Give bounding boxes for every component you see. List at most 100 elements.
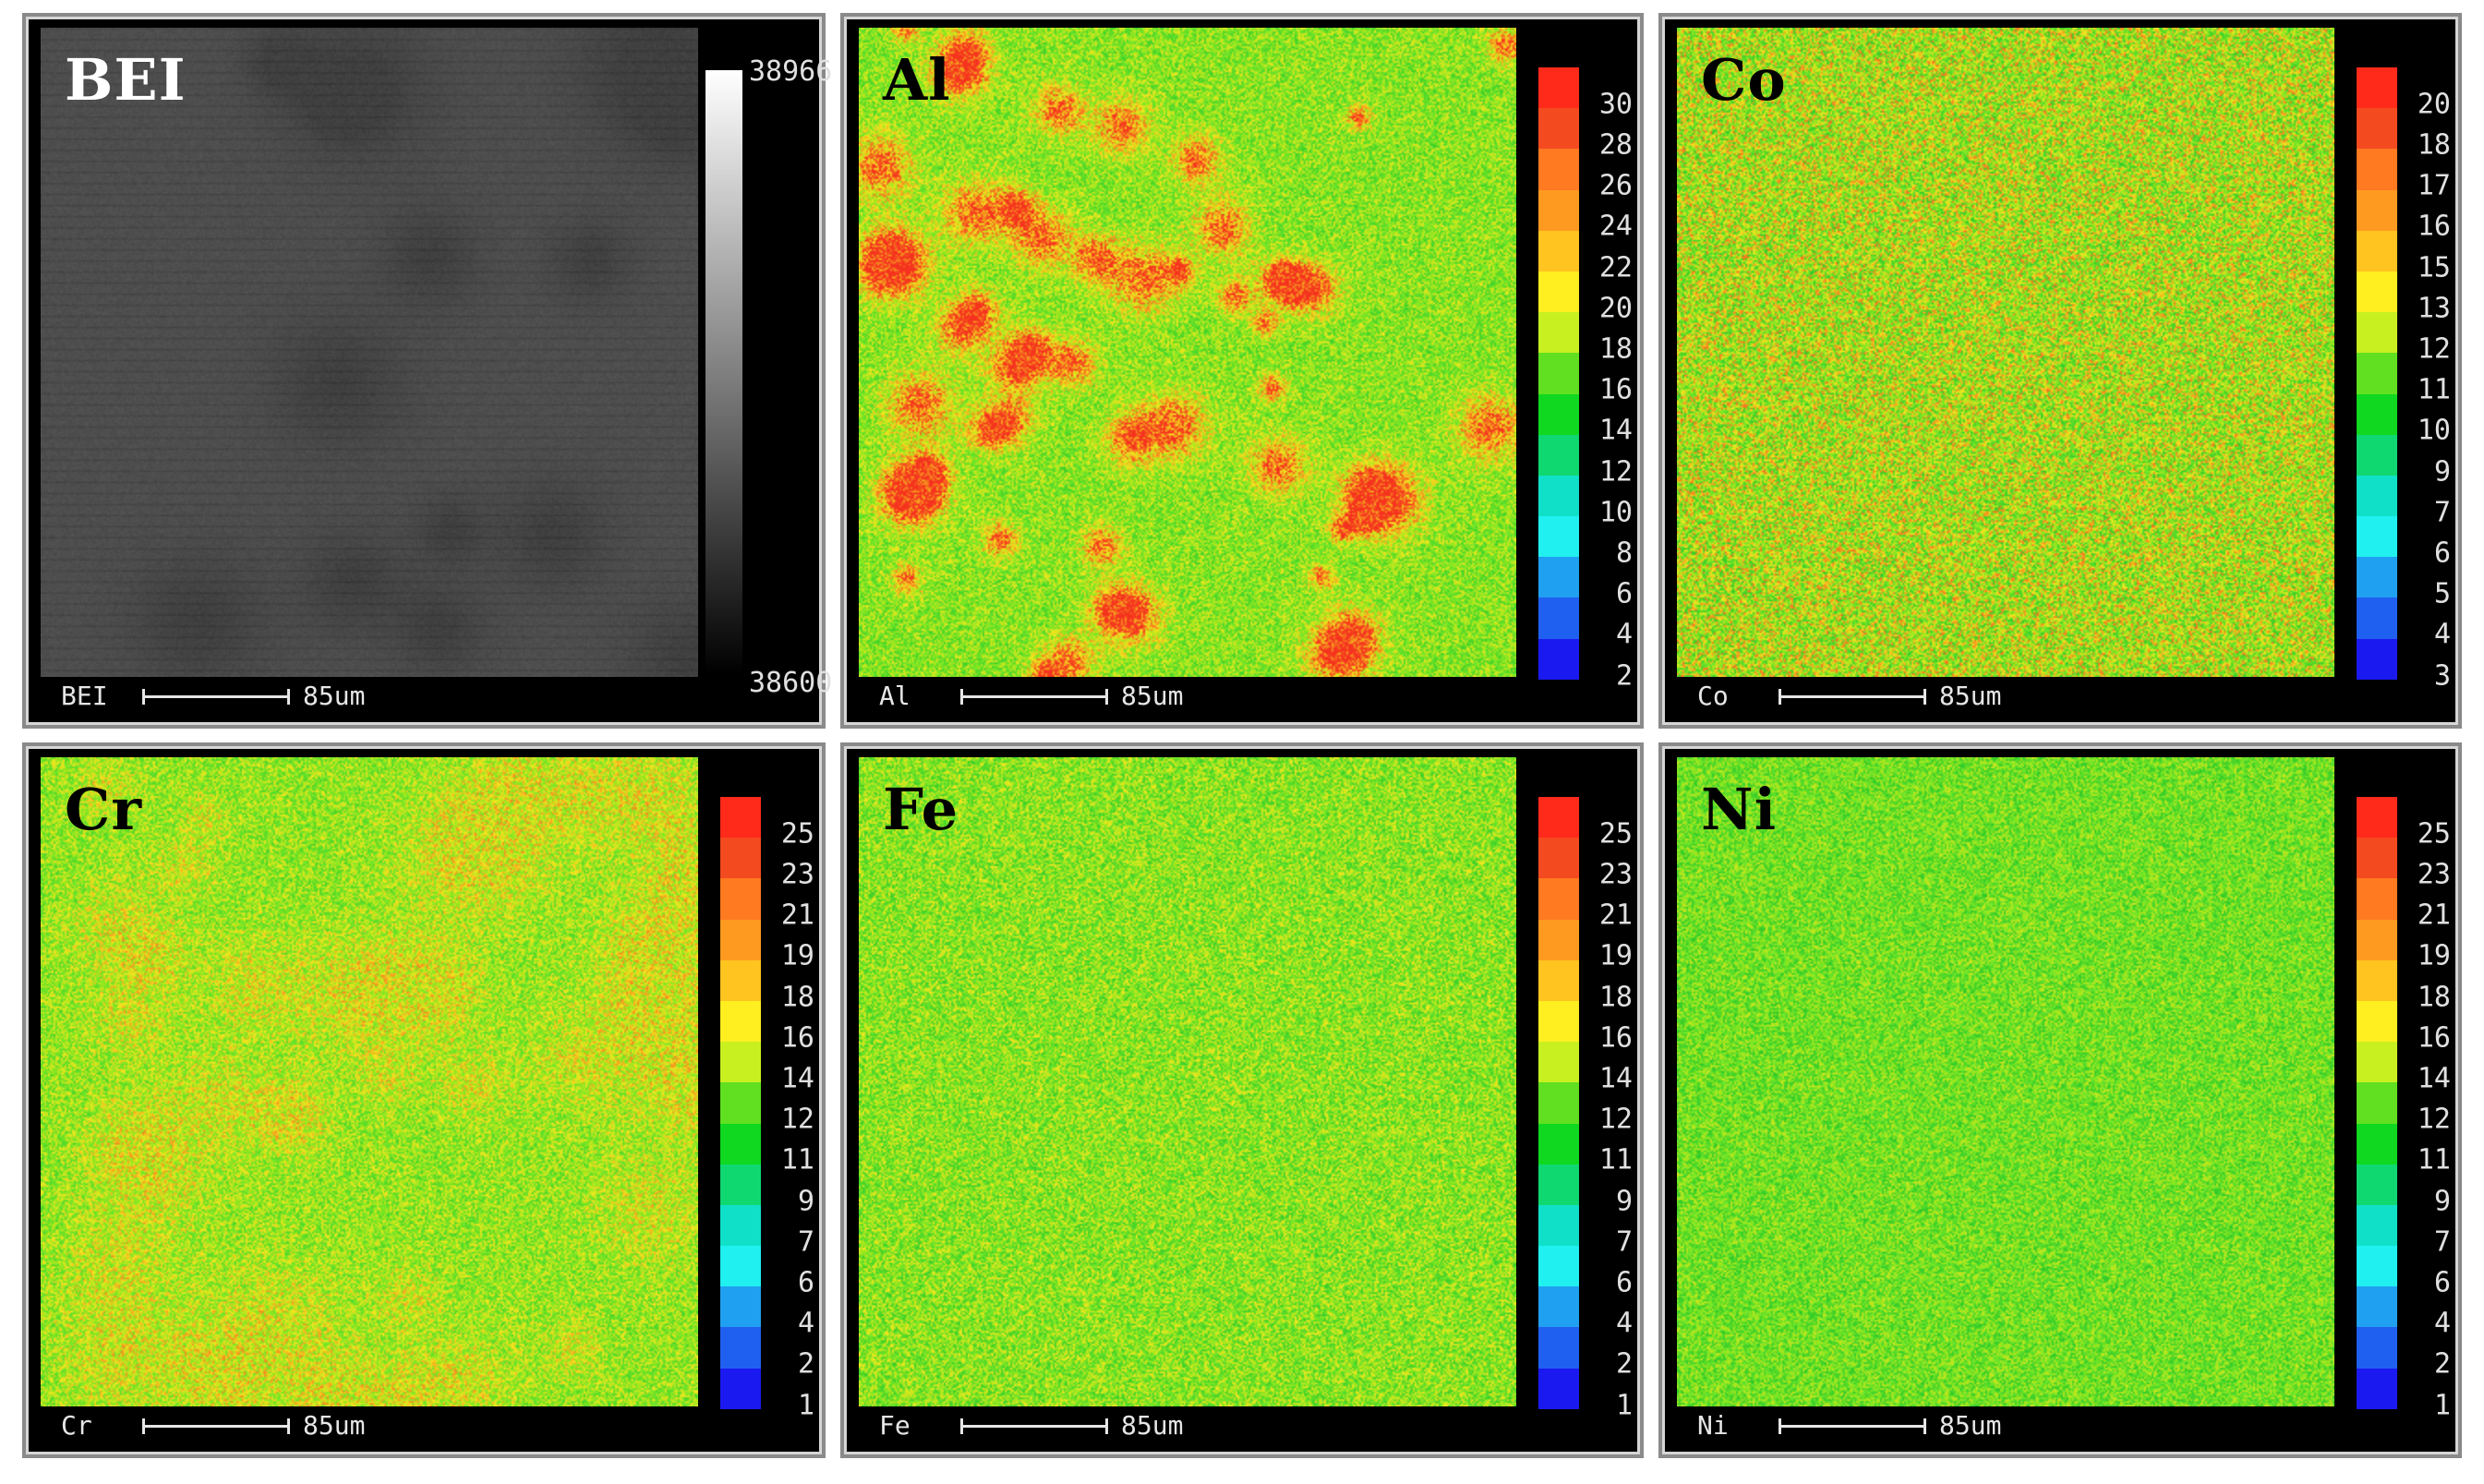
colorbar-segment — [2357, 516, 2397, 558]
panel-footer: Fe 85um — [859, 1406, 1516, 1445]
colorbar-segment — [2357, 597, 2397, 639]
colorbar-tick-label: 7 — [2433, 496, 2451, 529]
colorbar-ticks: 25 23 21 19 18 16 14 12 11 9 7 6 4 2 1 — [765, 797, 822, 1421]
colorbar-segment — [720, 797, 761, 839]
colorbar-tick-label: 21 — [1598, 899, 1633, 932]
colorbar-segment — [720, 1042, 761, 1083]
colorbar-segment — [1538, 597, 1579, 639]
colorbar-segment — [2357, 271, 2397, 313]
colorbar-tick-label: 15 — [2417, 251, 2451, 284]
colorbar-segment — [2357, 393, 2397, 435]
colorbar-segment — [2357, 1368, 2397, 1409]
colorbar-tick-label: 19 — [1598, 939, 1633, 972]
colorbar-tick-label: 4 — [2433, 618, 2451, 651]
colorbar-segment — [2357, 1204, 2397, 1247]
colorbar-segment — [1538, 1368, 1579, 1409]
colorbar-tick-label: 4 — [1615, 1307, 1633, 1340]
colorbar-tick-label: 11 — [1598, 1143, 1633, 1176]
colorbar-segment — [1538, 393, 1579, 435]
colorbar-segment — [1538, 1327, 1579, 1369]
colorbar-segment — [2357, 638, 2397, 680]
colorbar-tick-label: 14 — [1598, 414, 1633, 447]
colorbar-tick-label: 6 — [2433, 537, 2451, 570]
colorbar-tick-label: 18 — [2417, 981, 2451, 1014]
panel-label: Fe — [883, 776, 959, 843]
colorbar-tick-label: 16 — [1598, 1021, 1633, 1055]
colorbar-segment — [2357, 230, 2397, 271]
colorbar-tick-label: 25 — [780, 817, 814, 851]
colorbar-tick-label: 24 — [1598, 210, 1633, 243]
panel-label: Co — [1701, 46, 1787, 114]
colorbar-segment — [2357, 838, 2397, 879]
colorbar-tick-label: 9 — [2433, 455, 2451, 489]
colorbar-tick-label: 14 — [1598, 1062, 1633, 1095]
panel-footer: Ni 85um — [1677, 1406, 2334, 1445]
colorbar-segment — [1538, 189, 1579, 231]
colorbar-segment — [720, 1082, 761, 1124]
colorbar-segment — [2357, 1123, 2397, 1164]
colorbar-tick-label: 18 — [780, 981, 814, 1014]
colorbar-tick-label: 17 — [2417, 169, 2451, 202]
colorbar-segment — [2357, 919, 2397, 960]
co-panel: Co 20 18 17 16 15 13 12 11 10 9 7 6 5 4 3 Co 85um — [1658, 13, 2462, 729]
colorbar-tick-label: 23 — [2417, 858, 2451, 891]
colorbar-segment — [2357, 149, 2397, 190]
scale-text: 85um — [303, 681, 366, 711]
colorbar-segment — [720, 1123, 761, 1164]
colorbar-segment — [2357, 1164, 2397, 1205]
colorbar-tick-label: 26 — [1598, 169, 1633, 202]
colorbar-segment — [1538, 516, 1579, 558]
colorbar-tick-label: 25 — [1598, 817, 1633, 851]
footer-name: Ni — [1697, 1410, 1729, 1441]
colorbar-segment — [720, 919, 761, 960]
colorbar-tick-label: 12 — [1598, 1103, 1633, 1136]
scale-bar — [1779, 1418, 1926, 1434]
colorbar-tick-label: 16 — [780, 1021, 814, 1055]
colorbar-tick-label: 21 — [2417, 899, 2451, 932]
colorbar-segment — [720, 1246, 761, 1287]
ni-panel: Ni 25 23 21 19 18 16 14 12 11 9 7 6 4 2 1 Ni 85um — [1658, 742, 2462, 1458]
colorbar-segment — [720, 1164, 761, 1205]
panel-footer: BEI 85um — [41, 677, 698, 716]
fe-panel: Fe 25 23 21 19 18 16 14 12 11 9 7 6 4 2 1 Fe 85um — [840, 742, 1644, 1458]
colorbar-segment — [720, 838, 761, 879]
colorbar-segment — [720, 959, 761, 1001]
colorbar-segment — [1538, 1082, 1579, 1124]
colorbar-tick-label: 16 — [2417, 210, 2451, 243]
colorbar-tick-label: 19 — [780, 939, 814, 972]
colorbar — [1538, 797, 1579, 1409]
colorbar-tick-label: 4 — [2433, 1307, 2451, 1340]
colorbar-segment — [720, 1286, 761, 1328]
footer-name: BEI — [61, 681, 108, 711]
colorbar-tick-label: 9 — [2433, 1185, 2451, 1218]
colorbar-ticks: 30 28 26 24 22 20 18 16 14 12 10 8 6 4 2 — [1583, 67, 1640, 692]
colorbar-tick-label: 3 — [2433, 659, 2451, 693]
colorbar-tick-label: 12 — [780, 1103, 814, 1136]
colorbar — [2357, 797, 2397, 1409]
greyscale-max: 38966 — [749, 55, 833, 88]
colorbar-segment — [720, 878, 761, 920]
colorbar-segment — [2357, 312, 2397, 354]
colorbar-tick-label: 28 — [1598, 128, 1633, 162]
panel-label: Al — [883, 46, 951, 114]
scale-bar — [1779, 689, 1926, 705]
colorbar-tick-label: 11 — [780, 1143, 814, 1176]
colorbar-segment — [1538, 1286, 1579, 1328]
colorbar-segment — [1538, 1204, 1579, 1247]
footer-name: Fe — [879, 1410, 910, 1441]
colorbar-tick-label: 22 — [1598, 251, 1633, 284]
colorbar-segment — [720, 1368, 761, 1409]
colorbar-tick-label: 18 — [2417, 128, 2451, 162]
colorbar-tick-label: 9 — [797, 1185, 814, 1218]
colorbar-segment — [2357, 1000, 2397, 1043]
bei-canvas — [41, 28, 698, 677]
al-canvas — [859, 28, 1516, 677]
colorbar-segment — [1538, 838, 1579, 879]
colorbar-tick-label: 9 — [1615, 1185, 1633, 1218]
colorbar-segment — [2357, 67, 2397, 109]
scale-bar — [142, 1418, 290, 1434]
colorbar-tick-label: 18 — [1598, 332, 1633, 366]
colorbar-tick-label: 30 — [1598, 88, 1633, 121]
panel-footer: Cr 85um — [41, 1406, 698, 1445]
colorbar-tick-label: 23 — [1598, 858, 1633, 891]
